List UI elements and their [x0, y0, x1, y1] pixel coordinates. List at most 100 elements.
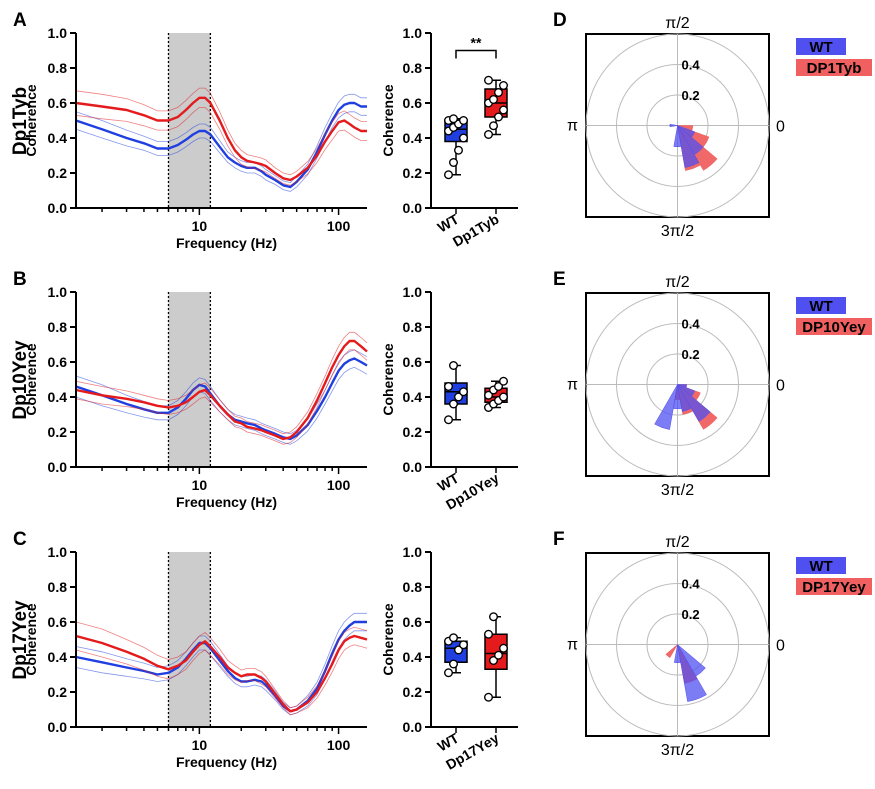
x-tick-label: 100 [327, 737, 351, 753]
sem-upper-dp [75, 87, 367, 176]
theta-band [168, 552, 211, 727]
legend-label-dp: DP1Tyb [807, 60, 862, 77]
data-point [454, 145, 464, 155]
angle-label-left: π [567, 118, 578, 135]
data-point [484, 692, 494, 702]
y-axis-label: Coherence [380, 343, 396, 416]
data-point [489, 656, 499, 666]
y-axis-label: Coherence [23, 343, 39, 416]
y-tick-label: 0.6 [48, 354, 68, 370]
y-tick-label: 0.4 [403, 649, 423, 665]
series-line-wt [75, 357, 368, 441]
line-plot: 0.0 0.2 0.4 0.6 0.8 1.0 10 100 Frequency (Hz) Coh… [23, 544, 368, 770]
theta-band [168, 33, 211, 208]
legend-label-wt: WT [809, 39, 832, 56]
wedge-wt [669, 123, 678, 128]
data-point [499, 80, 509, 90]
angle-label-left: π [567, 637, 578, 654]
ring-label: 0.4 [682, 317, 701, 332]
significance-label: ** [471, 35, 482, 51]
polar-histogram: 0.2 0.4 π/2 π 0 3π/2 WT DP1Tyb [567, 15, 872, 240]
angle-label-right: 0 [776, 638, 785, 655]
y-tick-label: 0.8 [48, 319, 68, 335]
sem-upper-dp [75, 331, 368, 435]
y-tick-label: 1.0 [403, 544, 423, 560]
sem-lower-dp [75, 349, 368, 445]
data-point [459, 115, 469, 125]
data-point [449, 659, 459, 669]
data-point [494, 382, 504, 392]
sem-upper-wt [75, 349, 368, 435]
data-point [459, 133, 469, 143]
y-tick-label: 0.4 [48, 389, 68, 405]
data-point [484, 129, 494, 139]
x-tick-label: 10 [192, 737, 208, 753]
series-line-dp [75, 339, 368, 441]
data-point [454, 645, 464, 655]
data-point [459, 387, 469, 397]
ring-label: 0.2 [682, 607, 700, 622]
data-point [449, 399, 459, 409]
y-tick-label: 0.8 [403, 319, 423, 335]
sem-lower-wt [75, 366, 368, 445]
ring-label: 0.4 [682, 58, 701, 73]
y-tick-label: 0.0 [48, 719, 68, 735]
angle-label-top: π/2 [665, 15, 689, 32]
y-tick-label: 0.0 [403, 459, 423, 475]
y-tick-label: 0.0 [48, 200, 68, 216]
y-tick-label: 0.4 [48, 649, 68, 665]
theta-band [168, 292, 211, 467]
polar-histogram: 0.2 0.4 π/2 π 0 3π/2 WT DP17Yey [567, 534, 872, 759]
data-point [489, 121, 499, 131]
x-axis-label: Frequency (Hz) [176, 754, 277, 770]
y-tick-label: 0.4 [403, 389, 423, 405]
wedge-wt [677, 125, 700, 168]
data-point [484, 75, 494, 85]
legend-swatch-dp [796, 318, 872, 335]
y-tick-label: 0.0 [403, 719, 423, 735]
y-tick-label: 0.6 [403, 614, 423, 630]
sem-upper-dp [75, 621, 368, 709]
y-tick-label: 0.0 [48, 459, 68, 475]
series-line-dp [75, 634, 368, 713]
y-tick-label: 1.0 [48, 544, 68, 560]
line-plot: 0.0 0.2 0.4 0.6 0.8 1.0 10 100 Frequency (Hz) Coh… [23, 284, 368, 510]
category-label: Dp1Tyb [450, 211, 502, 250]
legend-swatch-wt [796, 297, 846, 314]
y-axis-label: Coherence [23, 84, 39, 157]
y-tick-label: 0.8 [48, 60, 68, 76]
data-point [444, 668, 454, 678]
y-tick-label: 0.4 [403, 130, 423, 146]
polar-histogram: 0.2 0.4 π/2 π 0 3π/2 WT DP10Yey [567, 274, 872, 499]
data-point [499, 392, 509, 402]
data-point [444, 382, 454, 392]
y-tick-label: 0.6 [48, 614, 68, 630]
data-point [494, 650, 504, 660]
x-tick-label: 100 [327, 477, 351, 493]
data-point [489, 94, 499, 104]
wedge-wt [674, 644, 681, 664]
legend-label-wt: WT [809, 298, 832, 315]
x-axis-label: Frequency (Hz) [176, 235, 277, 251]
data-point [444, 415, 454, 425]
y-axis-label: Coherence [380, 603, 396, 676]
x-tick-label: 10 [192, 477, 208, 493]
y-tick-label: 0.2 [48, 165, 68, 181]
y-tick-label: 0.2 [48, 684, 68, 700]
wedge-wt [677, 384, 711, 422]
angle-label-right: 0 [776, 378, 785, 395]
y-axis-label: Coherence [380, 84, 396, 157]
data-point [449, 633, 459, 643]
y-tick-label: 1.0 [48, 25, 68, 41]
y-tick-label: 0.8 [48, 579, 68, 595]
panel-letter: D [553, 10, 567, 31]
wedge-wt [673, 125, 682, 148]
y-tick-label: 0.2 [403, 684, 423, 700]
angle-label-left: π [567, 377, 578, 394]
y-tick-label: 0.6 [48, 95, 68, 111]
y-tick-label: 0.8 [403, 579, 423, 595]
data-point [499, 105, 509, 115]
y-axis-label: Coherence [23, 603, 39, 676]
